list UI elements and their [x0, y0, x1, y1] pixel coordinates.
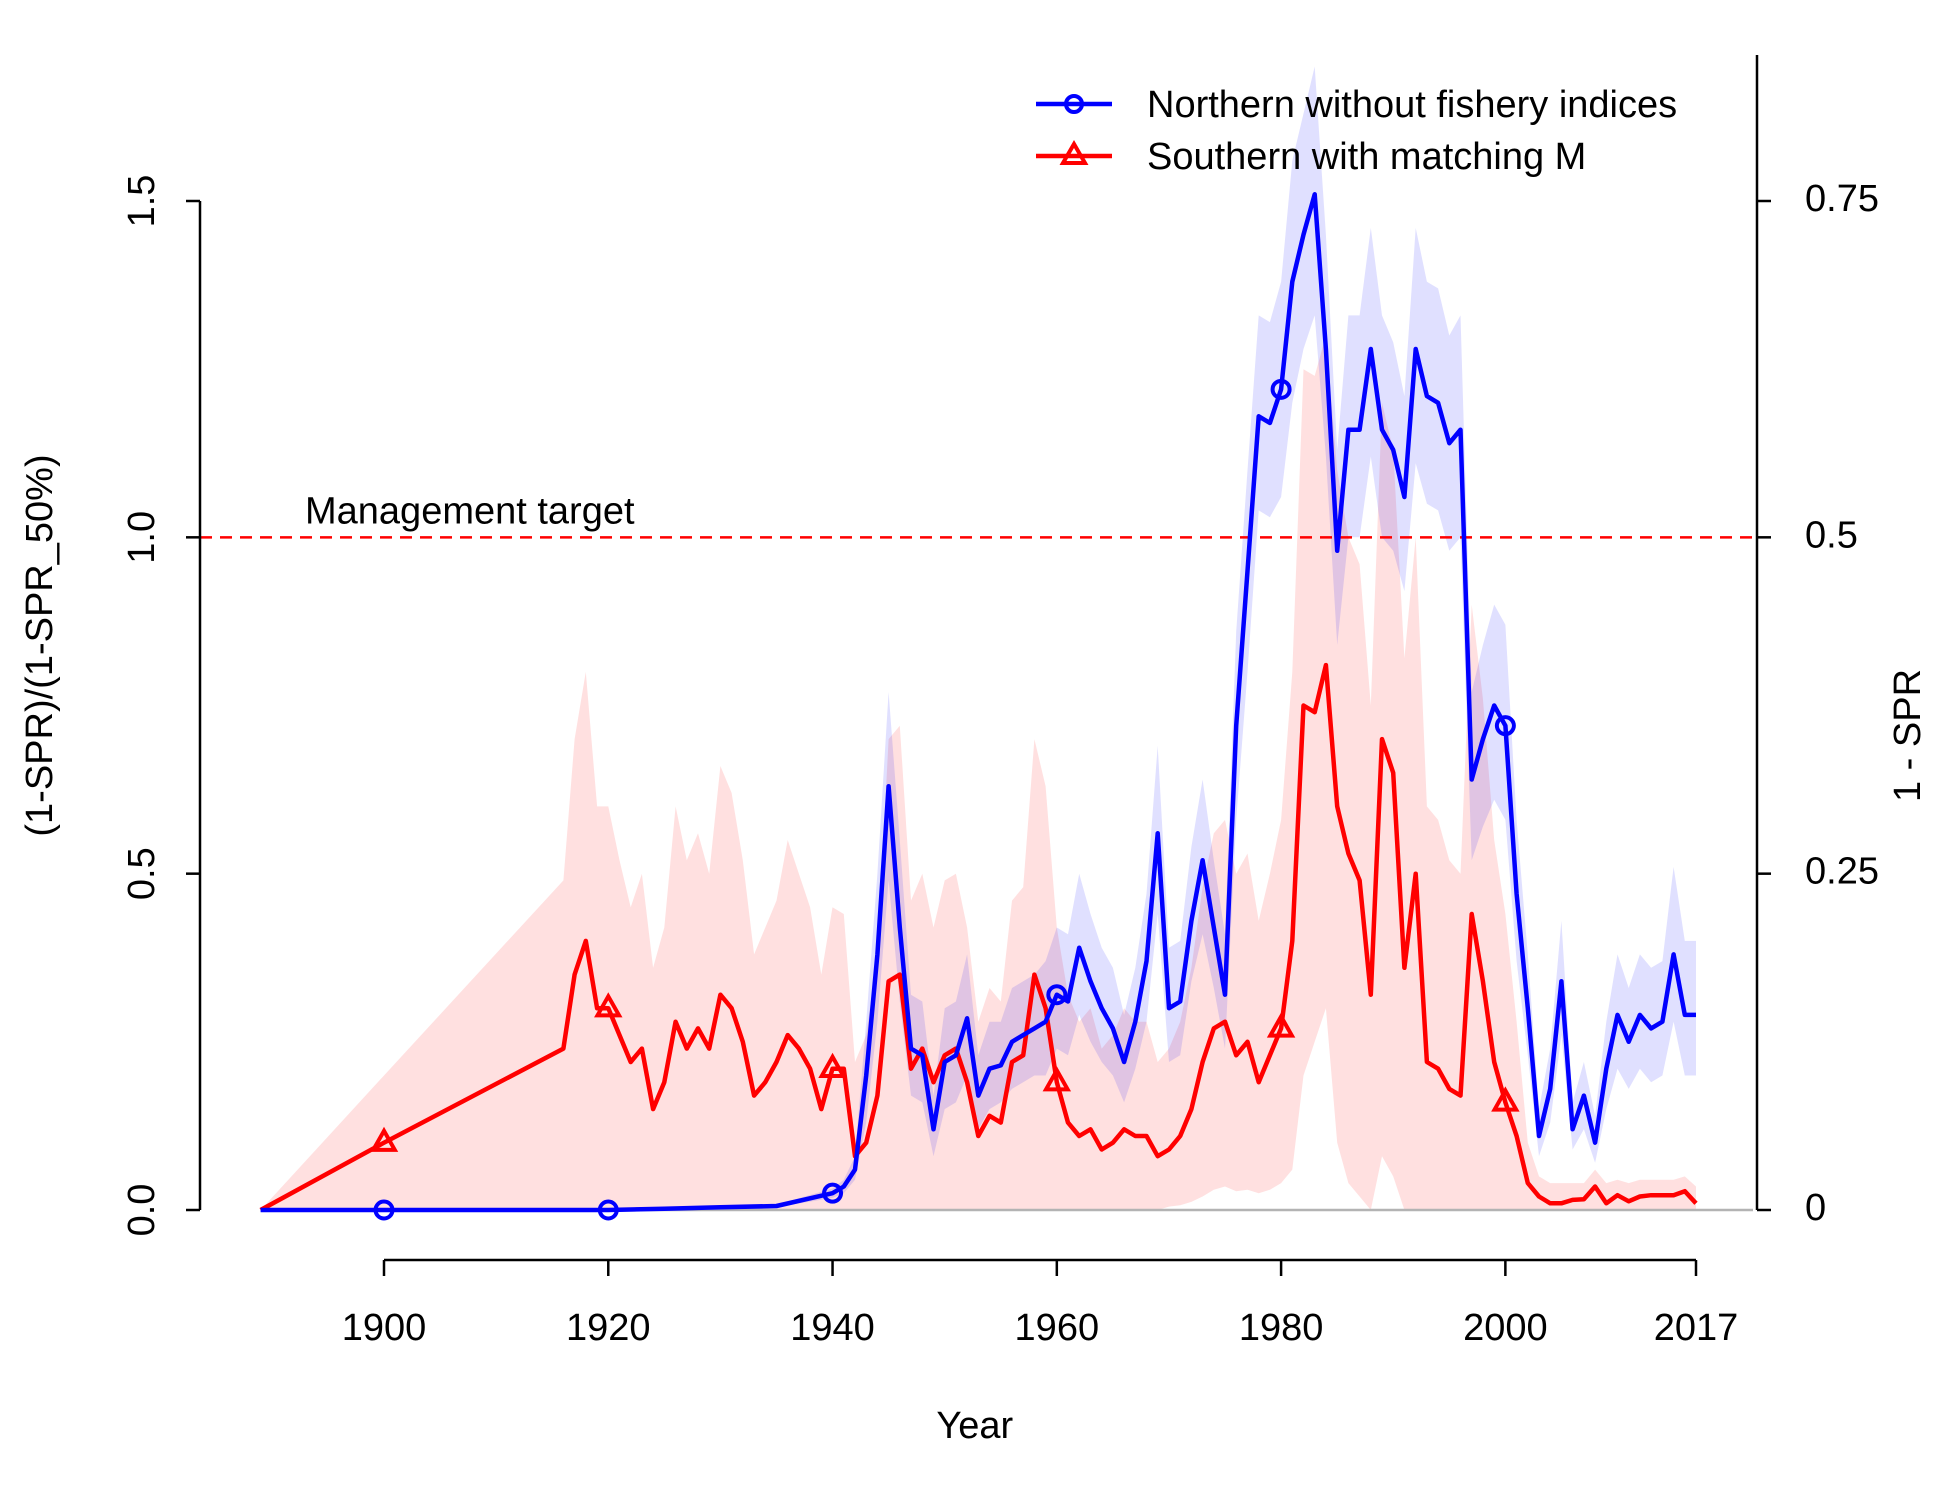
- x-tick-label: 1980: [1239, 1307, 1324, 1349]
- marker-point: [1266, 1012, 1296, 1038]
- marker-point: [1494, 715, 1516, 737]
- x-axis-label: Year: [936, 1405, 1013, 1447]
- y2-tick-label: 0: [1805, 1187, 1826, 1229]
- x-tick-label: 1920: [566, 1307, 651, 1349]
- legend-marker: [1059, 140, 1089, 165]
- marker-point: [822, 1182, 844, 1204]
- y2-tick-label: 0.25: [1805, 851, 1879, 893]
- y-tick-label: 0.5: [121, 847, 163, 900]
- x-tick-label: 1960: [1015, 1307, 1100, 1349]
- marker-point: [594, 992, 623, 1018]
- x-tick-label: 1900: [342, 1307, 427, 1349]
- marker-point: [369, 1126, 399, 1152]
- x-tick-label: 1940: [790, 1307, 875, 1349]
- y-axis-label: (1-SPR)/(1-SPR_50%): [19, 454, 61, 836]
- x-tick-label: 2017: [1654, 1307, 1739, 1349]
- confidence-band-northern: [260, 66, 1697, 1210]
- reference-line-group: Management target: [200, 490, 1757, 1212]
- marker-point: [1491, 1086, 1520, 1112]
- marker-point: [597, 1199, 619, 1221]
- legend-label: Northern without fishery indices: [1147, 84, 1677, 126]
- reference-line-label: Management target: [305, 490, 635, 532]
- confidence-band-southern: [260, 335, 1697, 1210]
- confidence-bands: [260, 66, 1697, 1210]
- x-tick-label: 2000: [1463, 1307, 1548, 1349]
- series-markers: [369, 378, 1520, 1221]
- marker-point: [1042, 1066, 1072, 1092]
- marker-point: [373, 1199, 395, 1221]
- y2-axis-label: 1 - SPR: [1887, 669, 1929, 802]
- legend-label: Southern with matching M: [1147, 136, 1586, 178]
- marker-point: [818, 1052, 847, 1078]
- series-line-northern: [260, 192, 1696, 1213]
- marker-point: [1046, 984, 1068, 1006]
- y-tick-label: 1.0: [121, 511, 163, 564]
- legend: Northern without fishery indices Southern…: [1036, 84, 1677, 178]
- y2-tick-label: 0.75: [1805, 178, 1879, 220]
- legend-marker: [1064, 94, 1084, 114]
- y2-tick-label: 0.5: [1805, 514, 1858, 556]
- axes: 0.0 0.5 1.0 1.5 (1-SPR)/(1-SPR_50%) 0 0.25 0.5 0…: [19, 55, 1929, 1447]
- y-tick-label: 0.0: [121, 1184, 163, 1237]
- marker-point: [1270, 378, 1292, 400]
- y-tick-label: 1.5: [121, 175, 163, 228]
